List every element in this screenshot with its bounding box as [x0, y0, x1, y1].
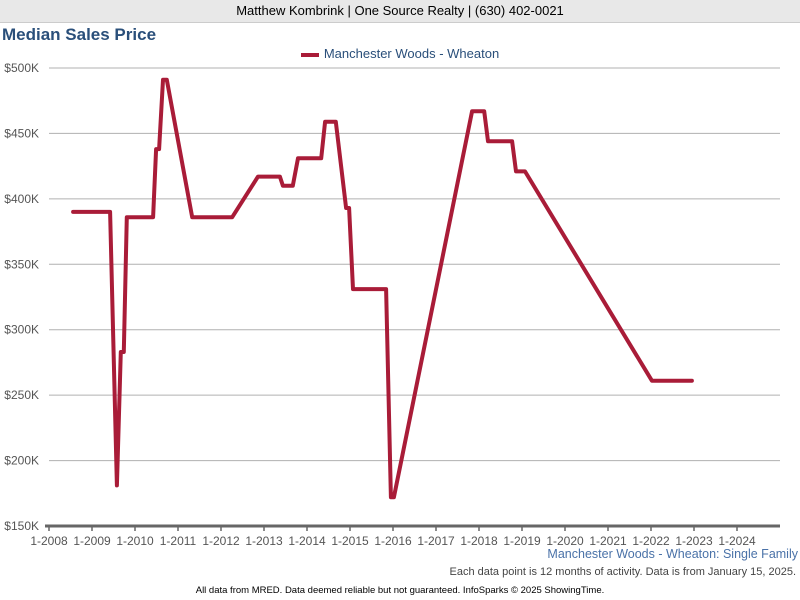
x-tick-label: 1-2022 — [632, 534, 670, 548]
chart-title: Median Sales Price — [2, 25, 157, 44]
x-tick-label: 1-2021 — [589, 534, 627, 548]
x-tick-label: 1-2013 — [245, 534, 283, 548]
x-tick-label: 1-2008 — [30, 534, 68, 548]
x-tick-label: 1-2012 — [202, 534, 240, 548]
y-tick-label: $500K — [4, 61, 39, 75]
series-line — [71, 77, 694, 500]
x-tick-label: 1-2024 — [718, 534, 756, 548]
y-tick-label: $250K — [4, 388, 39, 402]
agent-header: Matthew Kombrink | One Source Realty | (… — [0, 0, 800, 23]
x-tick-label: 1-2018 — [460, 534, 498, 548]
y-tick-label: $400K — [4, 192, 39, 206]
footer-disclaimer: All data from MRED. Data deemed reliable… — [195, 585, 605, 596]
x-tick-label: 1-2009 — [73, 534, 111, 548]
y-tick-label: $300K — [4, 323, 39, 337]
chart-subtitle: Manchester Woods - Wheaton: Single Famil… — [547, 547, 798, 561]
x-tick-label: 1-2016 — [374, 534, 412, 548]
x-tick-label: 1-2019 — [503, 534, 541, 548]
x-tick-label: 1-2010 — [116, 534, 154, 548]
x-tick-label: 1-2011 — [160, 534, 197, 548]
legend-label: Manchester Woods - Wheaton — [323, 46, 500, 61]
legend[interactable]: Manchester Woods - Wheaton — [0, 46, 800, 61]
data-note: Each data point is 12 months of activity… — [449, 566, 796, 578]
legend-swatch — [300, 52, 319, 57]
y-tick-label: $150K — [4, 519, 39, 533]
y-tick-label: $450K — [4, 126, 39, 140]
y-tick-label: $200K — [4, 454, 39, 468]
x-tick-label: 1-2015 — [331, 534, 369, 548]
x-tick-label: 1-2017 — [417, 534, 455, 548]
x-tick-label: 1-2014 — [288, 534, 326, 548]
y-tick-label: $350K — [4, 257, 39, 271]
x-tick-label: 1-2023 — [675, 534, 713, 548]
x-tick-label: 1-2020 — [546, 534, 584, 548]
